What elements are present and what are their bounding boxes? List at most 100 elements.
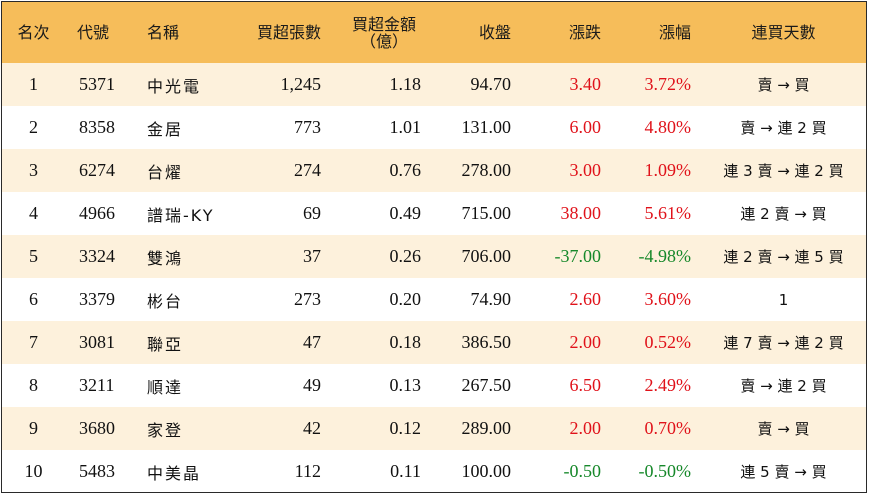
cell-close: 267.50 bbox=[461, 375, 512, 395]
cell-name: 台燿 bbox=[147, 162, 184, 182]
cell-change: 2.60 bbox=[569, 289, 602, 309]
cell-net-lots: 42 bbox=[303, 418, 321, 438]
table-row: 6 3379 彬台 273 0.20 74.90 2.60 3.60% 1 bbox=[2, 278, 866, 321]
cell-name: 中美晶 bbox=[147, 463, 202, 483]
table-row: 3 6274 台燿 274 0.76 278.00 3.00 1.09% 連 3 賣 → 連 2… bbox=[2, 149, 866, 192]
cell-close: 278.00 bbox=[461, 160, 512, 180]
cell-net-amount: 1.01 bbox=[389, 117, 422, 137]
cell-net-lots: 273 bbox=[294, 289, 321, 309]
cell-rank: 1 bbox=[29, 74, 38, 94]
table-row: 2 8358 金居 773 1.01 131.00 6.00 4.80% 賣 → 連 2 買 bbox=[2, 106, 866, 149]
cell-net-amount: 0.13 bbox=[389, 375, 422, 395]
table-row: 9 3680 家登 42 0.12 289.00 2.00 0.70% 賣 → 買 bbox=[2, 407, 866, 450]
cell-close: 74.90 bbox=[470, 289, 512, 309]
cell-pct: 3.72% bbox=[644, 74, 692, 94]
cell-close: 706.00 bbox=[461, 246, 512, 266]
cell-close: 386.50 bbox=[461, 332, 512, 352]
cell-code: 3211 bbox=[79, 375, 115, 395]
cell-pct: 0.52% bbox=[644, 332, 692, 352]
cell-pct: -0.50% bbox=[638, 461, 692, 481]
cell-streak: 賣 → 連 2 買 bbox=[740, 119, 827, 137]
header-net-amount-line2: （億） bbox=[359, 31, 408, 51]
header-rank: 名次 bbox=[17, 23, 50, 42]
cell-change: -0.50 bbox=[563, 461, 602, 481]
cell-rank: 3 bbox=[29, 160, 38, 180]
cell-streak: 1 bbox=[778, 290, 789, 309]
cell-name: 譜瑞-KY bbox=[147, 205, 215, 225]
cell-net-amount: 0.49 bbox=[389, 203, 422, 223]
header-close: 收盤 bbox=[478, 23, 511, 42]
cell-pct: 5.61% bbox=[644, 203, 692, 223]
cell-net-lots: 274 bbox=[294, 160, 321, 180]
cell-rank: 8 bbox=[29, 375, 38, 395]
cell-pct: 1.09% bbox=[644, 160, 692, 180]
cell-net-lots: 37 bbox=[303, 246, 321, 266]
cell-code: 6274 bbox=[79, 160, 115, 180]
cell-rank: 5 bbox=[29, 246, 38, 266]
cell-streak: 連 2 賣 → 買 bbox=[740, 205, 827, 223]
cell-name: 彬台 bbox=[147, 291, 184, 311]
cell-code: 3680 bbox=[79, 418, 115, 438]
cell-change: 2.00 bbox=[569, 332, 602, 352]
cell-net-amount: 0.26 bbox=[389, 246, 422, 266]
cell-net-lots: 112 bbox=[294, 461, 321, 481]
cell-name: 順達 bbox=[147, 377, 184, 397]
cell-code: 3379 bbox=[79, 289, 115, 309]
cell-change: -37.00 bbox=[554, 246, 602, 266]
cell-change: 3.40 bbox=[569, 74, 602, 94]
table-body: 1 5371 中光電 1,245 1.18 94.70 3.40 3.72% 賣 → 買 2 835… bbox=[2, 63, 866, 492]
cell-code: 5483 bbox=[79, 461, 115, 481]
table-row: 4 4966 譜瑞-KY 69 0.49 715.00 38.00 5.61% 連 2 賣 → … bbox=[2, 192, 866, 235]
cell-streak: 連 2 賣 → 連 5 買 bbox=[723, 248, 844, 266]
cell-close: 289.00 bbox=[461, 418, 512, 438]
header-net-lots: 買超張數 bbox=[256, 23, 321, 42]
cell-net-amount: 1.18 bbox=[389, 74, 422, 94]
cell-change: 3.00 bbox=[569, 160, 602, 180]
cell-net-amount: 0.76 bbox=[389, 160, 422, 180]
table-row: 5 3324 雙鴻 37 0.26 706.00 -37.00 -4.98% 連 2 賣 → 連… bbox=[2, 235, 866, 278]
cell-change: 38.00 bbox=[560, 203, 602, 223]
cell-change: 6.50 bbox=[569, 375, 602, 395]
cell-streak: 賣 → 連 2 買 bbox=[740, 377, 827, 395]
cell-pct: -4.98% bbox=[638, 246, 692, 266]
cell-rank: 10 bbox=[24, 461, 43, 481]
cell-net-amount: 0.18 bbox=[389, 332, 422, 352]
cell-streak: 賣 → 買 bbox=[757, 420, 810, 438]
header-pct: 漲幅 bbox=[658, 23, 691, 42]
cell-net-lots: 1,245 bbox=[280, 74, 322, 94]
table-row: 7 3081 聯亞 47 0.18 386.50 2.00 0.52% 連 7 賣 → 連 2 … bbox=[2, 321, 866, 364]
header-streak: 連買天數 bbox=[751, 23, 816, 42]
cell-net-lots: 47 bbox=[303, 332, 321, 352]
cell-name: 金居 bbox=[147, 119, 184, 139]
cell-close: 100.00 bbox=[461, 461, 512, 481]
cell-code: 4966 bbox=[79, 203, 115, 223]
cell-net-amount: 0.12 bbox=[389, 418, 422, 438]
cell-close: 94.70 bbox=[470, 74, 512, 94]
cell-pct: 2.49% bbox=[644, 375, 692, 395]
cell-name: 雙鴻 bbox=[147, 248, 184, 268]
cell-name: 中光電 bbox=[147, 76, 202, 96]
cell-code: 5371 bbox=[79, 74, 115, 94]
table-header-row: 名次 代號 名稱 買超張數 買超金額 （億） 收盤 漲跌 漲幅 連買天數 bbox=[2, 2, 866, 63]
header-change: 漲跌 bbox=[568, 23, 601, 42]
cell-name: 家登 bbox=[147, 420, 184, 440]
cell-code: 8358 bbox=[79, 117, 115, 137]
cell-rank: 4 bbox=[29, 203, 38, 223]
cell-net-lots: 773 bbox=[294, 117, 321, 137]
cell-streak: 連 3 賣 → 連 2 買 bbox=[723, 162, 844, 180]
table-row: 8 3211 順達 49 0.13 267.50 6.50 2.49% 賣 → 連 2 買 bbox=[2, 364, 866, 407]
cell-pct: 0.70% bbox=[644, 418, 692, 438]
cell-change: 6.00 bbox=[569, 117, 602, 137]
cell-rank: 6 bbox=[29, 289, 38, 309]
header-net-amount: 買超金額 （億） bbox=[329, 2, 429, 63]
cell-close: 715.00 bbox=[461, 203, 512, 223]
cell-close: 131.00 bbox=[461, 117, 512, 137]
cell-name: 聯亞 bbox=[147, 334, 184, 354]
table-row: 10 5483 中美晶 112 0.11 100.00 -0.50 -0.50% 連 5 賣 →… bbox=[2, 450, 866, 492]
cell-pct: 3.60% bbox=[644, 289, 692, 309]
cell-change: 2.00 bbox=[569, 418, 602, 438]
cell-code: 3081 bbox=[79, 332, 115, 352]
cell-rank: 7 bbox=[29, 332, 38, 352]
